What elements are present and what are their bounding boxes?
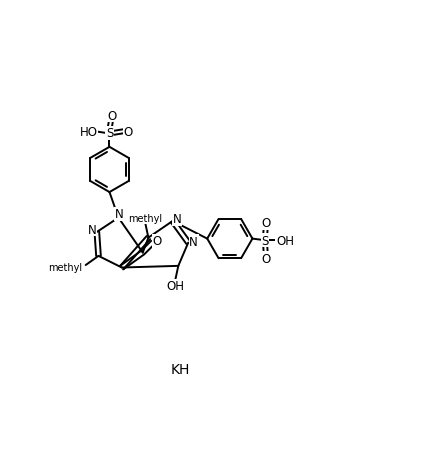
Text: O: O <box>261 217 271 230</box>
Text: O: O <box>152 235 162 248</box>
Text: OH: OH <box>166 280 184 293</box>
Text: N: N <box>172 212 181 226</box>
Text: S: S <box>261 234 269 247</box>
Text: N: N <box>115 207 124 221</box>
Text: O: O <box>124 126 133 138</box>
Text: O: O <box>108 110 117 122</box>
Text: O: O <box>261 253 271 265</box>
Text: methyl: methyl <box>128 213 162 223</box>
Text: S: S <box>106 127 113 140</box>
Text: KH: KH <box>170 362 190 376</box>
Text: N: N <box>88 223 97 236</box>
Text: methyl: methyl <box>48 263 82 273</box>
Text: OH: OH <box>276 234 294 247</box>
Text: N: N <box>189 236 198 248</box>
Text: HO: HO <box>79 126 97 138</box>
